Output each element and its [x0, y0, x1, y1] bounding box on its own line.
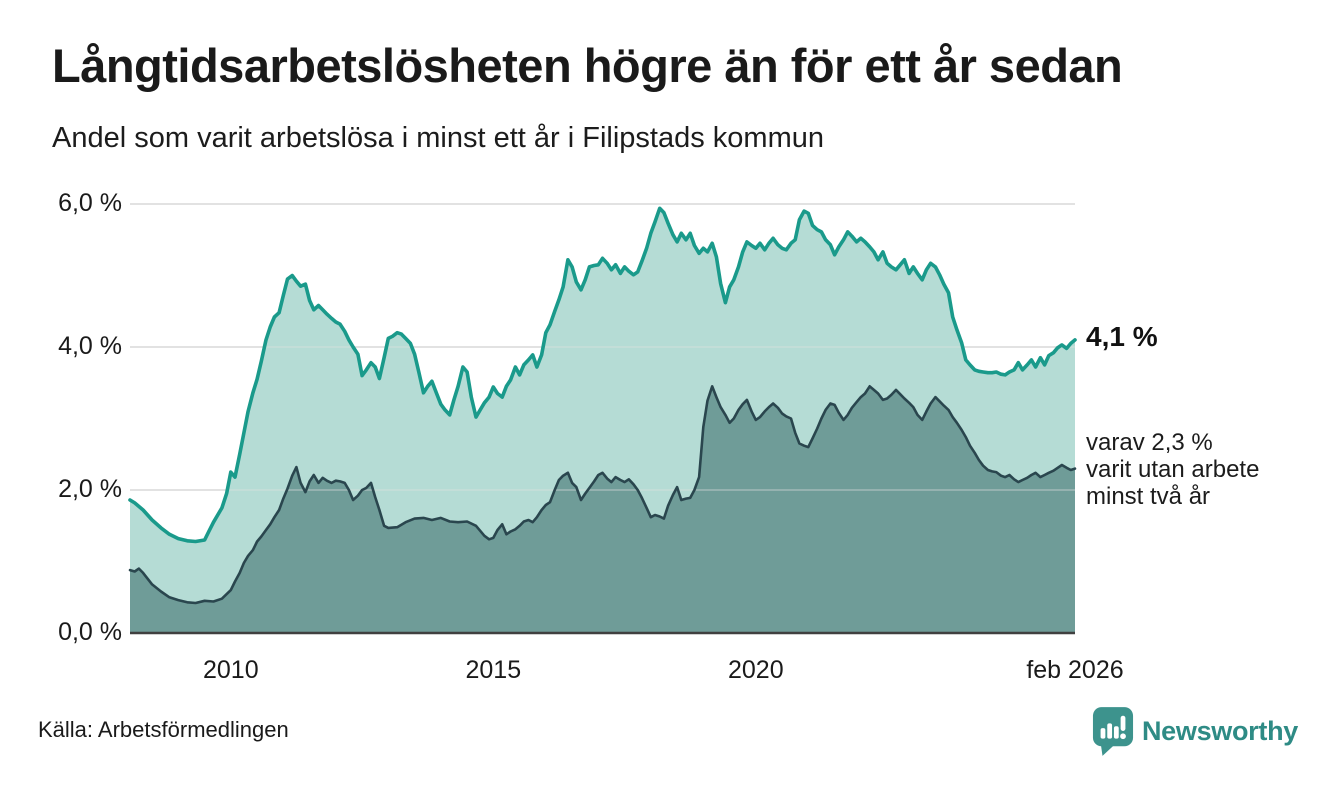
- two-year-area: [130, 386, 1075, 633]
- page-subtitle: Andel som varit arbetslösa i minst ett å…: [52, 122, 824, 154]
- two-year-annotation: varav 2,3 % varit utan arbete minst två …: [1086, 428, 1260, 510]
- newsworthy-logo-icon: [1092, 706, 1134, 756]
- newsworthy-wordmark: Newsworthy: [1141, 715, 1298, 746]
- source-caption: Källa: Arbetsförmedlingen: [38, 717, 289, 742]
- two-year-line: [128, 384, 1077, 605]
- total-line: [128, 206, 1077, 544]
- latest-value-label: 4,1 %: [1086, 320, 1158, 352]
- page-title: Långtidsarbetslösheten högre än för ett …: [52, 39, 1123, 92]
- newsworthy-branding: Newsworthy: [1092, 706, 1298, 756]
